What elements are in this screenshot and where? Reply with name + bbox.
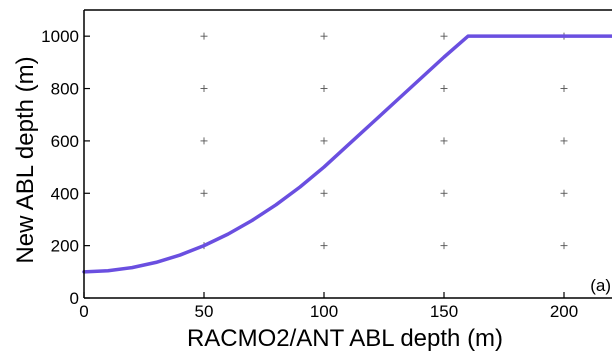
grid-marker [560,242,568,250]
series-line [82,34,612,274]
grid-marker [200,32,208,40]
y-tick-label: 800 [51,80,79,99]
tick-labels: 0 50 100 150 200 0 200 400 600 800 1000 [41,27,578,321]
grid-marker [320,242,328,250]
y-tick-label: 600 [51,132,79,151]
grid-marker [560,137,568,145]
grid-marker [320,32,328,40]
y-tick-label: 200 [51,237,79,256]
x-tick-label: 100 [310,302,338,321]
y-tick-label: 0 [70,289,79,308]
y-axis-title: New ABL depth (m) [12,56,39,263]
x-tick-label: 200 [550,302,578,321]
grid-marker [440,85,448,93]
grid-marker [200,85,208,93]
grid-marker [440,242,448,250]
panel-label: (a) [590,276,611,295]
plot-frame [83,9,612,299]
grid-marker [560,85,568,93]
grid-marker [560,189,568,197]
x-tick-label: 50 [195,302,214,321]
tick-marks [83,35,565,299]
x-tick-label: 0 [79,302,88,321]
y-tick-label: 400 [51,184,79,203]
grid-marker [320,137,328,145]
grid-marker [440,189,448,197]
grid-marker [320,189,328,197]
y-tick-label: 1000 [41,27,79,46]
grid-marker [440,137,448,145]
grid-marker [320,85,328,93]
grid-marker [440,32,448,40]
x-tick-label: 150 [430,302,458,321]
grid-marker [200,189,208,197]
x-axis-title: RACMO2/ANT ABL depth (m) [187,325,503,352]
grid-marker [200,137,208,145]
